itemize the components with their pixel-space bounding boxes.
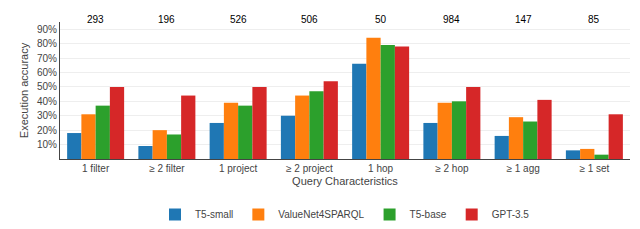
svg-text:147: 147 xyxy=(515,14,532,25)
svg-text:90%: 90% xyxy=(37,24,57,35)
svg-text:30%: 30% xyxy=(37,110,57,121)
svg-text:50: 50 xyxy=(375,14,387,25)
svg-text:ValueNet4SPARQL: ValueNet4SPARQL xyxy=(278,209,364,220)
svg-text:526: 526 xyxy=(230,14,247,25)
svg-text:80%: 80% xyxy=(37,38,57,49)
svg-text:20%: 20% xyxy=(37,125,57,136)
svg-text:50%: 50% xyxy=(37,81,57,92)
svg-text:≥ 1 agg: ≥ 1 agg xyxy=(506,163,539,174)
svg-text:10%: 10% xyxy=(37,139,57,150)
svg-text:40%: 40% xyxy=(37,96,57,107)
svg-text:196: 196 xyxy=(158,14,175,25)
svg-text:GPT-3.5: GPT-3.5 xyxy=(492,209,530,220)
svg-text:T5-small: T5-small xyxy=(195,209,233,220)
svg-text:1 hop: 1 hop xyxy=(368,163,393,174)
svg-text:60%: 60% xyxy=(37,67,57,78)
svg-text:≥ 2 filter: ≥ 2 filter xyxy=(149,163,185,174)
svg-text:1 project: 1 project xyxy=(219,163,258,174)
svg-text:≥ 2 hop: ≥ 2 hop xyxy=(435,163,469,174)
svg-text:Query Characteristics: Query Characteristics xyxy=(292,175,398,187)
svg-text:1 filter: 1 filter xyxy=(82,163,110,174)
svg-text:≥ 1 set: ≥ 1 set xyxy=(579,163,609,174)
svg-text:≥ 2 project: ≥ 2 project xyxy=(286,163,333,174)
svg-text:984: 984 xyxy=(443,14,460,25)
svg-text:506: 506 xyxy=(301,14,318,25)
svg-text:70%: 70% xyxy=(37,53,57,64)
svg-text:85: 85 xyxy=(588,14,600,25)
svg-text:293: 293 xyxy=(87,14,104,25)
svg-text:T5-base: T5-base xyxy=(410,209,447,220)
svg-text:Execution accuracy: Execution accuracy xyxy=(18,42,30,138)
